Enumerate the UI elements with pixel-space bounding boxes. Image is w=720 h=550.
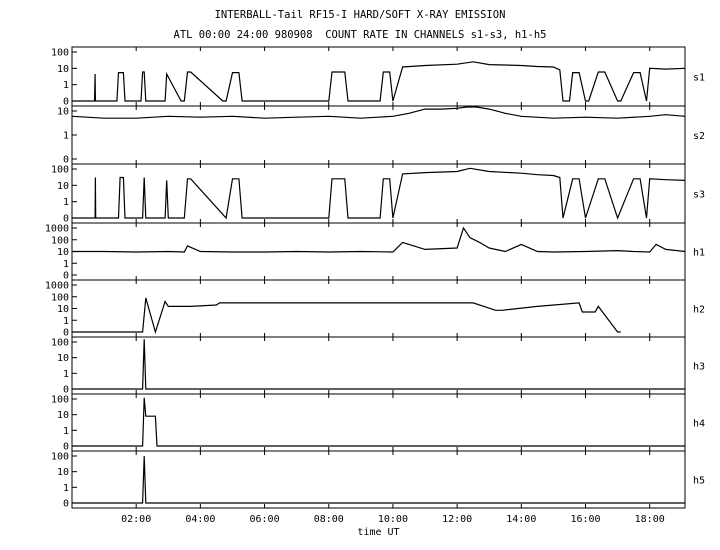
y-tick-label-h1: 1000: [45, 224, 69, 235]
y-tick-label-h3: 0: [63, 385, 69, 396]
panel-label-h1: h1: [693, 248, 705, 259]
chart-title: INTERBALL-Tail RF15-I HARD/SOFT X-RAY EM…: [214, 9, 506, 21]
y-tick-label-h4: 1: [63, 426, 69, 437]
panel-label-s2: s2: [693, 131, 705, 142]
y-tick-label-h4: 100: [51, 395, 69, 406]
series-line-s2: [71, 106, 686, 119]
y-tick-label-h5: 100: [51, 452, 69, 463]
x-tick-label: 08:00: [314, 514, 344, 525]
y-tick-label-h5: 1: [63, 483, 69, 494]
y-tick-label-s1: 100: [51, 48, 69, 59]
panel-frame-h4: [71, 393, 686, 452]
y-tick-label-h4: 10: [57, 410, 69, 421]
y-tick-label-h5: 10: [57, 467, 69, 478]
series-line-h4: [72, 397, 685, 447]
y-tick-label-h3: 1: [63, 369, 69, 380]
y-tick-label-h2: 1000: [45, 281, 69, 292]
series-line-h1: [72, 226, 686, 253]
y-tick-label-h1: 100: [51, 235, 69, 246]
series-line-s3: [72, 167, 686, 220]
y-tick-label-s3: 1: [63, 197, 69, 208]
y-tick-label-h3: 10: [57, 353, 69, 364]
series-line-h2: [72, 297, 621, 335]
y-tick-label-s2: 10: [57, 107, 69, 118]
y-tick-label-h4: 0: [63, 442, 69, 453]
panel-label-h3: h3: [693, 362, 705, 373]
x-tick-label: 16:00: [570, 514, 600, 525]
y-tick-label-h2: 0: [63, 328, 69, 339]
x-tick-label: 04:00: [185, 514, 215, 525]
x-tick-label: 02:00: [121, 514, 151, 525]
y-tick-label-s3: 10: [57, 181, 69, 192]
y-tick-label-h5: 0: [63, 499, 69, 510]
x-tick-label: 10:00: [378, 514, 408, 525]
y-tick-label-h1: 10: [57, 247, 69, 258]
panel-label-h4: h4: [693, 419, 705, 430]
y-tick-label-h1: 1: [63, 259, 69, 270]
y-tick-label-s3: 100: [51, 165, 69, 176]
x-tick-label: 06:00: [250, 514, 280, 525]
panel-frame-h2: [71, 279, 686, 338]
x-axis-label: time UT: [357, 527, 399, 538]
series-line-h3: [72, 339, 685, 390]
panel-frame-h3: [71, 336, 686, 395]
y-tick-label-h1: 0: [63, 271, 69, 282]
y-tick-label-h2: 1: [63, 316, 69, 327]
series-line-h5: [72, 455, 685, 504]
panel-label-s1: s1: [693, 73, 705, 84]
panel-frame-s2: [71, 105, 686, 165]
panel-label-h5: h5: [693, 476, 705, 487]
y-tick-label-h2: 100: [51, 292, 69, 303]
y-tick-label-s3: 0: [63, 214, 69, 225]
y-tick-label-h2: 10: [57, 304, 69, 315]
y-tick-label-s2: 0: [63, 155, 69, 166]
y-tick-label-s1: 10: [57, 64, 69, 75]
panel-frame-s1: [71, 46, 686, 107]
x-tick-label: 18:00: [635, 514, 665, 525]
y-tick-label-s1: 1: [63, 80, 69, 91]
chart-subtitle: ATL 00:00 24:00 980908 COUNT RATE IN CHA…: [173, 29, 547, 41]
y-tick-label-h3: 100: [51, 338, 69, 349]
panel-label-s3: s3: [693, 190, 705, 201]
series-line-s1: [72, 61, 686, 102]
y-tick-label-s1: 0: [63, 97, 69, 108]
y-tick-label-s2: 1: [63, 131, 69, 142]
x-tick-label: 12:00: [442, 514, 472, 525]
panel-label-h2: h2: [693, 305, 705, 316]
panel-frame-h5: [71, 450, 686, 509]
x-tick-label: 14:00: [506, 514, 536, 525]
